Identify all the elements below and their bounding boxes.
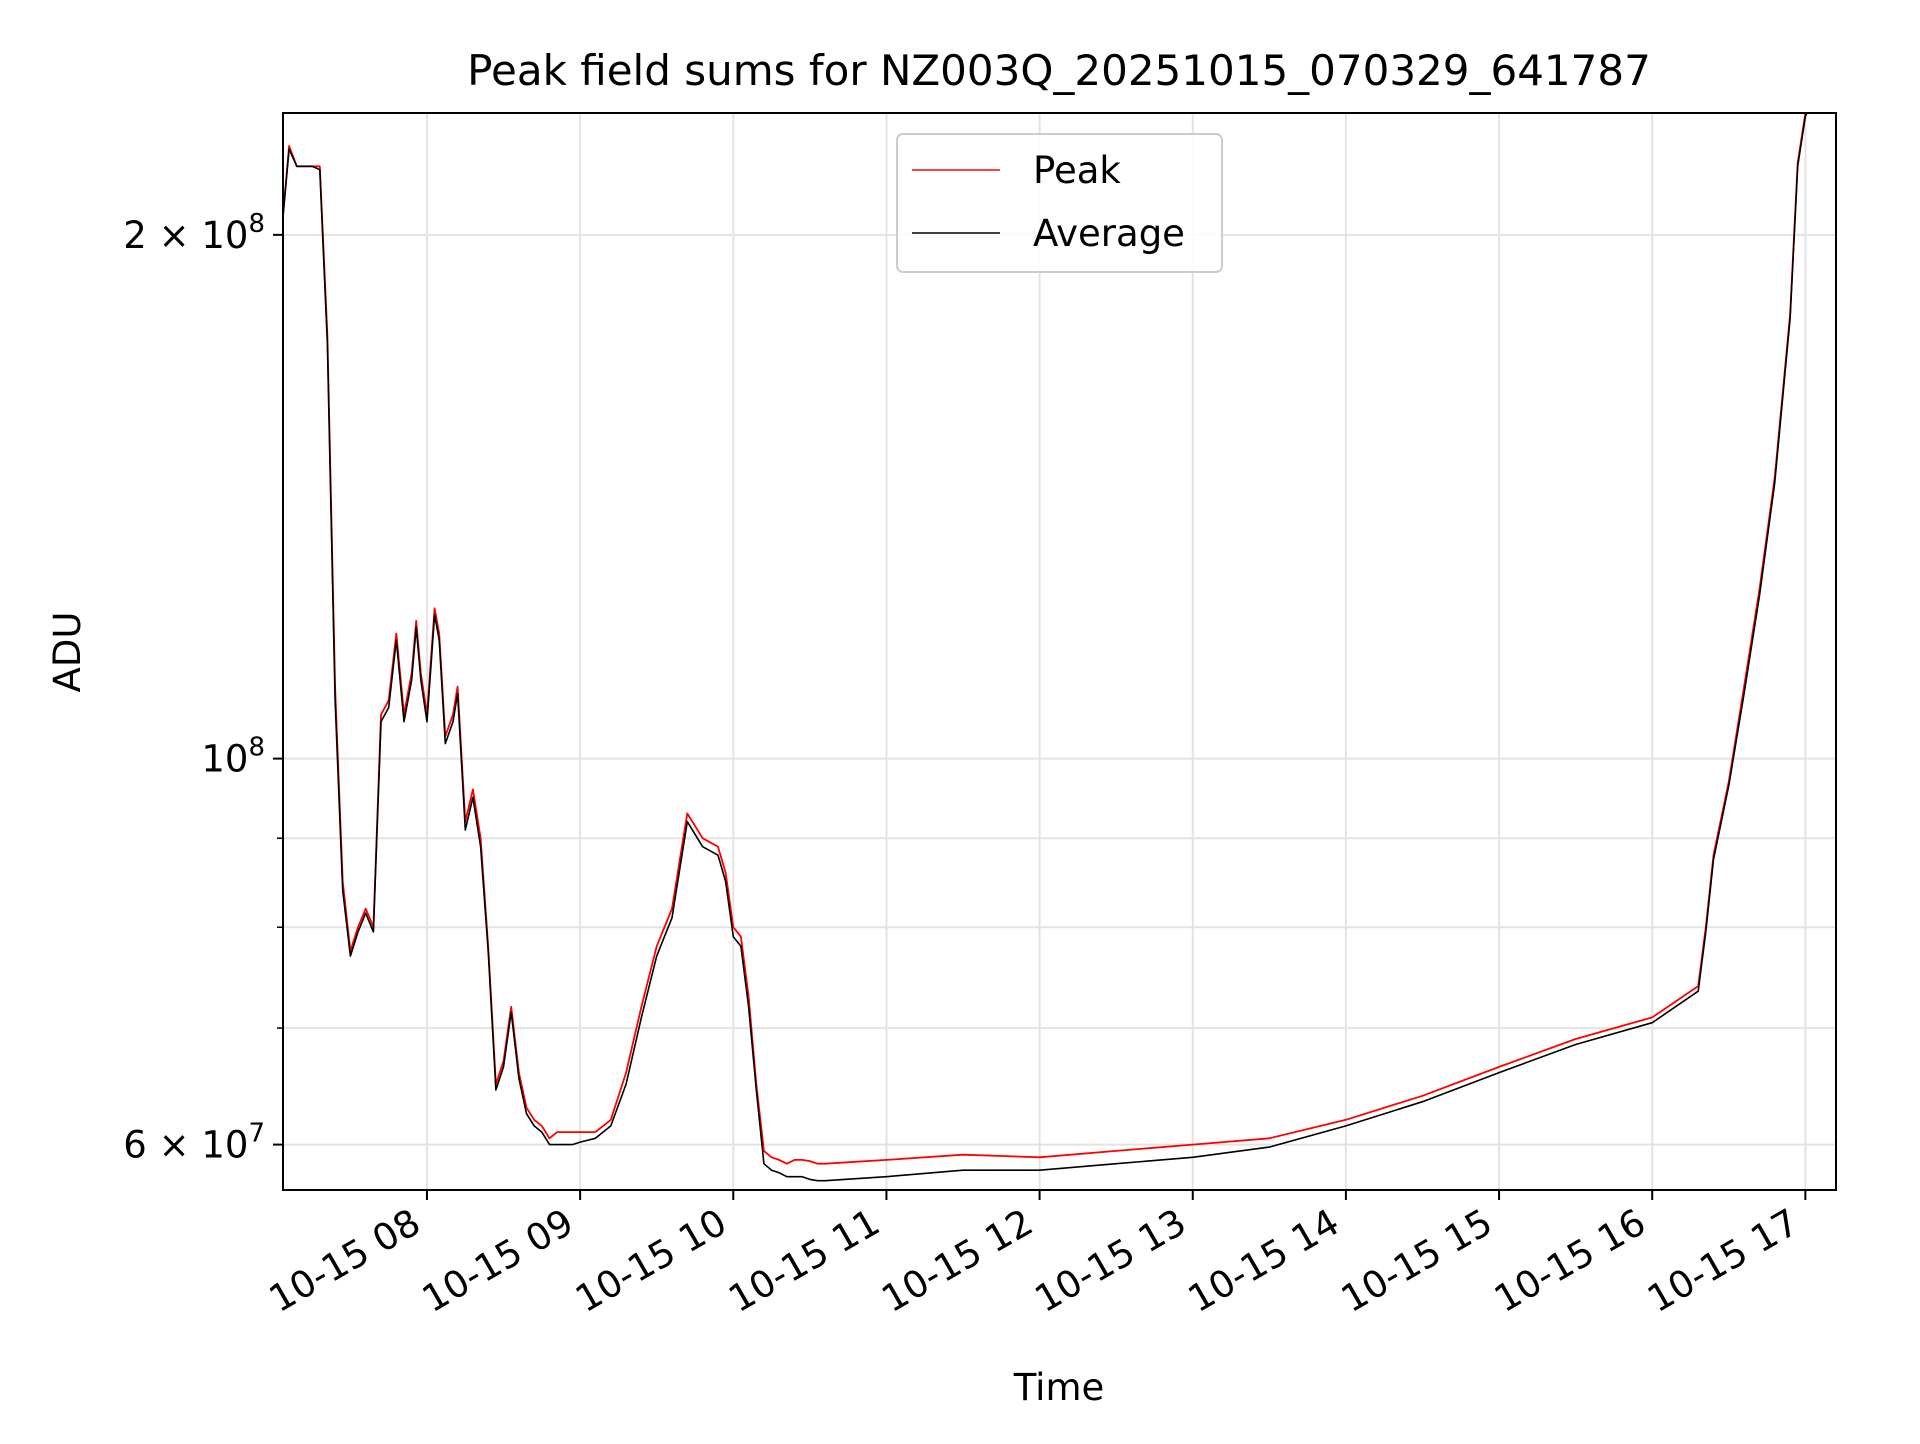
y-tick-label-exponent: 7 (248, 1119, 265, 1149)
y-tick-label-exponent: 8 (248, 733, 265, 763)
legend-box (896, 133, 1223, 273)
y-tick-label-base: 6 × 10 (123, 1124, 248, 1167)
chart-title: Peak field sums for NZ003Q_20251015_0703… (467, 46, 1651, 95)
x-axis-label: Time (1013, 1366, 1105, 1409)
plot-frame (282, 112, 1837, 1191)
y-axis-label: ADU (46, 612, 89, 693)
y-tick-label: 2 × 108 (123, 209, 265, 257)
legend-label-average: Average (1033, 212, 1185, 255)
y-tick-label-base: 10 (201, 738, 248, 781)
legend: Peak Average (896, 133, 1223, 273)
legend-label-peak: Peak (1033, 149, 1121, 192)
y-tick-label: 6 × 107 (123, 1119, 265, 1167)
y-tick-label-base: 2 × 10 (123, 214, 248, 257)
grid (283, 113, 1836, 1190)
series-line-average (283, 113, 1808, 1182)
series-layer (283, 113, 1808, 1182)
y-tick-label: 108 (201, 733, 265, 781)
y-tick-label-exponent: 8 (248, 209, 265, 239)
